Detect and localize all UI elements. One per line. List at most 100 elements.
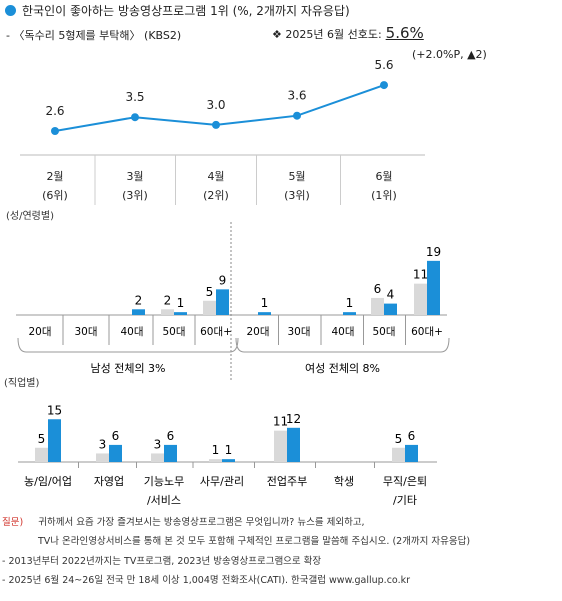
bar-previous (209, 459, 222, 462)
bar-label-current: 6 (112, 429, 120, 443)
preference-value: 5.6% (385, 24, 424, 42)
value-label: 3.0 (206, 98, 225, 112)
question-line-2: TV나 온라인영상서비스를 통해 본 것 모두 포함해 구체적인 프로그램을 말… (38, 536, 471, 547)
bar-current (427, 260, 440, 315)
bar-label-current: 15 (47, 403, 62, 417)
value-label: 3.6 (287, 89, 306, 103)
bar-previous (151, 453, 164, 462)
bar-previous (274, 430, 287, 462)
bar-label-previous: 6 (374, 282, 382, 296)
occupation-label: 농/임/어업 (24, 475, 72, 488)
age-label: 40대 (331, 326, 354, 338)
bar-label-current: 12 (286, 412, 301, 426)
charts-canvas: 2.6 2월 (6위) 3.5 3월 (3위) 3.0 4월 (2위) 3.6 5월 (3위) 5.6 6… (4, 58, 450, 505)
occupation-label: 무직/은퇴 (383, 475, 427, 488)
data-point (51, 127, 59, 135)
bar-previous (96, 453, 109, 462)
program-name: - 〈독수리 5형제를 부탁해〉 (KBS2) (6, 29, 182, 42)
preference-label: ❖ 2025년 6월 선호도: (272, 28, 382, 41)
bar-current (343, 312, 356, 315)
data-point (212, 120, 220, 129)
bar-label-current: 4 (387, 288, 395, 302)
age-label: 60대+ (411, 326, 443, 338)
question-label: 질문) (2, 517, 24, 528)
bar-label-current: 1 (225, 443, 233, 457)
data-point (131, 113, 139, 122)
bar-current (132, 309, 145, 315)
bar-previous (35, 447, 48, 462)
bar-previous (371, 297, 384, 315)
bar-current (222, 459, 235, 462)
occupation-label: /기타 (393, 494, 417, 505)
group-bracket (235, 337, 450, 353)
demographic-section-label: (성/연령별) (6, 210, 54, 222)
value-label: 2.6 (45, 104, 64, 118)
bar-current (109, 444, 122, 462)
month-label: 4월 (207, 170, 224, 183)
group-label: 남성 전체의 3% (90, 362, 165, 375)
rank-label: (3위) (122, 189, 148, 202)
bar-label-current: 1 (261, 296, 269, 310)
note-1: - 2013년부터 2022년까지는 TV프로그램, 2023년 방송영상프로그… (2, 556, 322, 567)
bar-previous (414, 283, 427, 315)
bar-label-current: 6 (408, 429, 416, 443)
question-block: 질문) 귀하께서 요즘 가장 즐겨보시는 방송영상프로그램은 무엇입니까? 뉴스… (2, 514, 365, 528)
bar-current (258, 312, 271, 315)
occupation-label: 자영업 (94, 475, 124, 488)
title-bullet-icon (5, 5, 16, 16)
occupation-label: 학생 (334, 475, 354, 488)
value-label: 5.6 (374, 58, 393, 72)
note-2: - 2025년 6월 24~26일 전국 만 18세 이상 1,004명 전화조… (2, 575, 410, 586)
month-label: 3월 (126, 170, 143, 183)
occupation-label: 전업주부 (267, 475, 307, 488)
month-label: 2월 (46, 170, 63, 183)
bar-label-previous: 5 (206, 285, 214, 299)
bar-label-previous: 3 (154, 437, 162, 451)
month-label: 6월 (375, 170, 392, 183)
occupation-label: 기능노무 (144, 475, 184, 488)
age-label: 50대 (162, 326, 185, 338)
rank-label: (2위) (203, 189, 229, 202)
bar-previous (203, 300, 216, 315)
occupation-label: 사무/관리 (200, 475, 244, 488)
age-label: 40대 (120, 326, 143, 338)
bar-previous (392, 447, 405, 462)
rank-label: (6위) (42, 189, 68, 202)
bar-label-current: 9 (219, 273, 227, 287)
preference-change: (+2.0%P, ▲2) (412, 48, 487, 61)
data-point (293, 111, 301, 120)
bar-label-previous: 1 (212, 443, 220, 457)
rank-label: (3위) (284, 189, 310, 202)
bar-label-previous: 11 (273, 415, 288, 429)
chart-title: 한국인이 좋아하는 방송영상프로그램 1위 (%, 2개까지 자유응답) (22, 4, 350, 18)
question-line-1: 귀하께서 요즘 가장 즐겨보시는 방송영상프로그램은 무엇입니까? 뉴스를 제외… (38, 517, 365, 528)
bar-label-previous: 2 (164, 293, 172, 307)
bar-current (174, 312, 187, 315)
bar-current (164, 444, 177, 462)
age-label: 50대 (372, 326, 395, 338)
bar-label-current: 2 (135, 293, 143, 307)
bar-label-previous: 5 (38, 432, 46, 446)
bar-label-current: 19 (426, 245, 441, 259)
bar-current (48, 419, 61, 462)
bar-label-previous: 5 (395, 432, 403, 446)
bar-label-previous: 11 (413, 268, 428, 282)
value-label: 3.5 (125, 90, 144, 104)
bar-label-current: 6 (167, 429, 175, 443)
age-label: 30대 (287, 326, 310, 338)
monthly-line-chart: 2.6 2월 (6위) 3.5 3월 (3위) 3.0 4월 (2위) 3.6 5월 (3위) 5.6 6… (20, 58, 425, 205)
rank-label: (1위) (371, 189, 397, 202)
age-label: 20대 (246, 326, 269, 338)
group-bracket (17, 337, 239, 353)
occupation-label: /서비스 (147, 494, 181, 505)
bar-current (384, 303, 397, 315)
group-label: 여성 전체의 8% (305, 362, 380, 375)
age-label: 60대+ (200, 326, 232, 338)
month-label: 5월 (288, 170, 305, 183)
bar-current (287, 427, 300, 462)
age-label: 30대 (74, 326, 97, 338)
data-point (380, 81, 388, 90)
occupation-section-label: (직업별) (4, 376, 40, 389)
